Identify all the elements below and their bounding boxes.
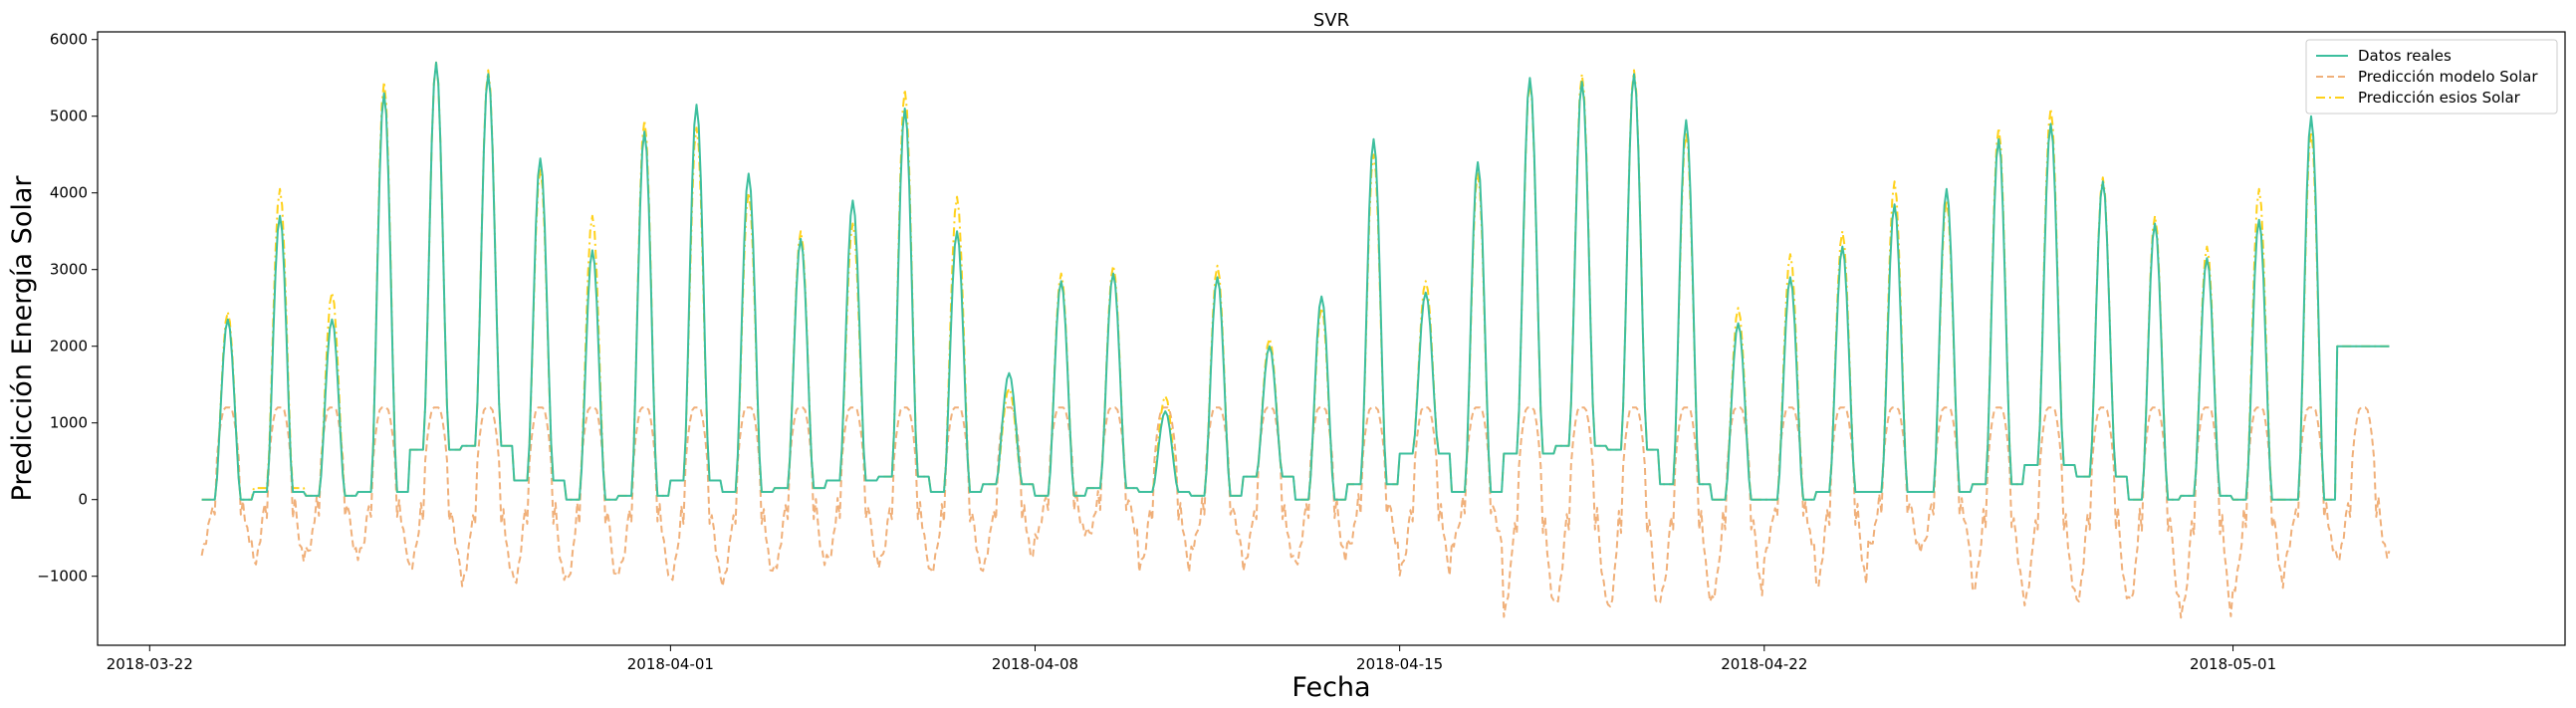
plot-frame — [97, 31, 2566, 646]
plot-area — [200, 61, 2391, 619]
y-tick-label: 0 — [78, 491, 88, 509]
legend-box — [2305, 39, 2558, 115]
x-tick-label: 2018-04-08 — [992, 655, 1078, 673]
y-tick-label: 1000 — [50, 414, 88, 432]
y-axis-label: Predicción Energía Solar — [7, 175, 38, 502]
chart-title: SVR — [1313, 10, 1349, 31]
legend-label-3: Predicción esios Solar — [2358, 89, 2521, 107]
x-tick-label: 2018-03-22 — [107, 655, 193, 673]
series-line-2 — [200, 406, 2391, 619]
x-axis: 2018-03-22 2018-04-01 2018-04-08 2018-04-15… — [107, 645, 2276, 673]
x-tick-label: 2018-04-22 — [1721, 655, 1807, 673]
legend-label-1: Datos reales — [2358, 47, 2452, 65]
series-line-1 — [201, 61, 2390, 501]
y-tick-label: 4000 — [50, 184, 88, 202]
y-axis: −1000 0 1000 2000 3000 4000 5000 6000 — [37, 31, 98, 586]
x-tick-label: 2018-04-15 — [1356, 655, 1443, 673]
y-tick-label: 5000 — [50, 108, 88, 125]
legend-label-2: Predicción modelo Solar — [2358, 68, 2538, 86]
y-tick-label: 2000 — [50, 338, 88, 355]
y-tick-label: 6000 — [50, 31, 88, 49]
y-tick-label: 3000 — [50, 261, 88, 279]
x-tick-label: 2018-04-01 — [627, 655, 714, 673]
x-tick-label: 2018-05-01 — [2190, 655, 2276, 673]
x-axis-label: Fecha — [1291, 672, 1370, 703]
y-tick-label: −1000 — [37, 568, 88, 586]
legend: Datos reales Predicción modelo Solar Predi… — [2305, 39, 2558, 115]
